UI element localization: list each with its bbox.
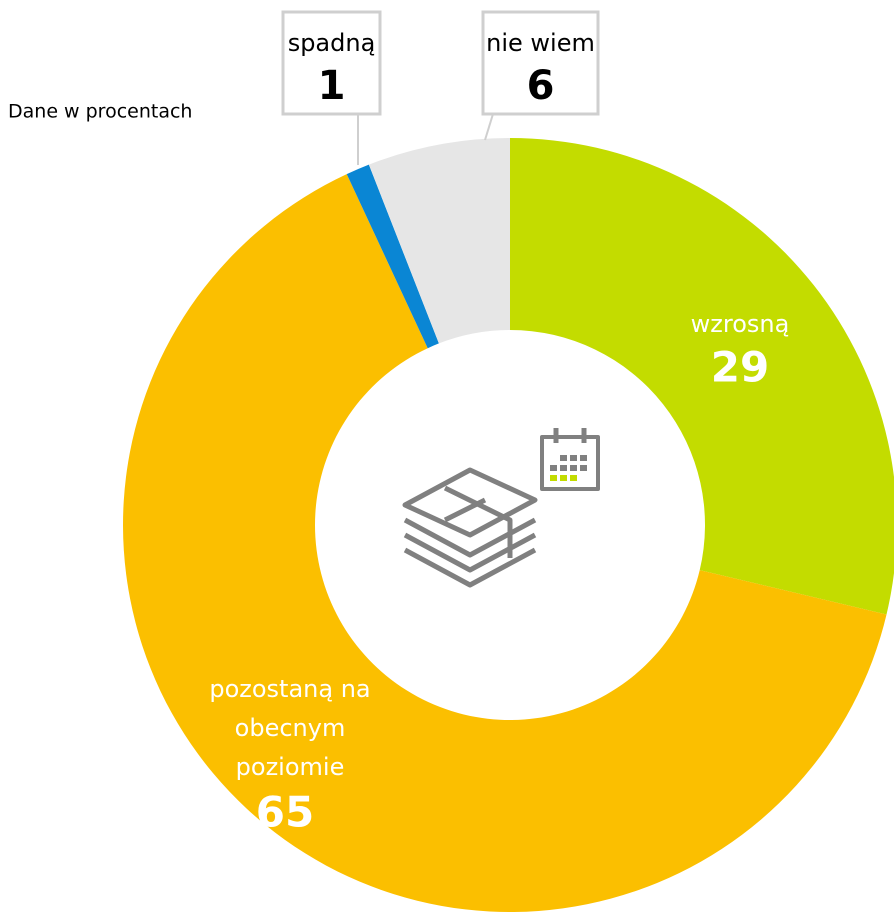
value-label: 65 (256, 788, 314, 837)
slice (510, 138, 894, 615)
slice (123, 174, 887, 913)
slice-label: spadną (288, 29, 376, 57)
note: Dane w procentach (8, 101, 192, 123)
value-label: 1 (318, 63, 346, 109)
slice-label: wzrosną (691, 310, 790, 338)
donut (123, 138, 894, 913)
slice-label: pozostaną na obecnym poziomie (209, 675, 370, 781)
value-label: 29 (711, 343, 769, 392)
slice (346, 164, 439, 349)
center-icon (402, 428, 600, 588)
callout-box (281, 10, 382, 116)
leader-line (484, 113, 494, 141)
value-label: 6 (527, 63, 555, 109)
callout-box (481, 10, 600, 116)
slice (368, 138, 510, 344)
slice-label: nie wiem (486, 29, 595, 57)
